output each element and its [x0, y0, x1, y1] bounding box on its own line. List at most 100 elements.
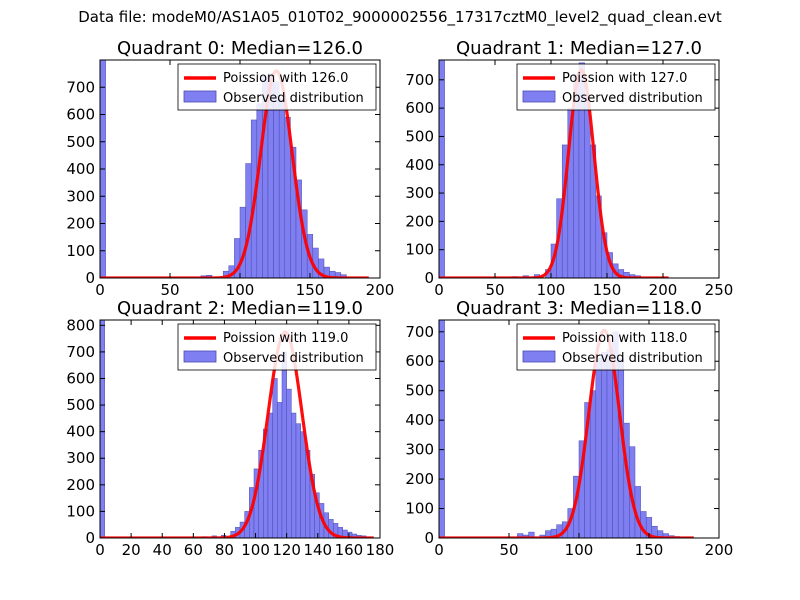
histogram-bar — [295, 423, 301, 538]
histogram-bar — [606, 349, 613, 538]
y-tick-label: 500 — [405, 127, 434, 145]
poisson-curve — [100, 69, 369, 278]
x-tick-label: 180 — [366, 541, 395, 559]
x-tick-label: 200 — [705, 541, 734, 559]
quadrant-1-panel: 0 50 100 150 200 250 0 100 200 300 400 500 600 700 Qua… — [405, 38, 733, 299]
quadrant-2-legend: Poission with 119.0 Observed distribution — [177, 323, 377, 371]
histogram-bar — [256, 103, 263, 278]
histogram-bar — [267, 412, 273, 538]
legend-bar-label: Observed distribution — [223, 351, 364, 366]
histogram-bar — [300, 431, 306, 538]
quadrant-1-legend: Poission with 127.0 Observed distribution — [516, 63, 716, 111]
y-tick-label: 700 — [66, 78, 95, 96]
legend-bar-label: Observed distribution — [223, 91, 364, 106]
histogram-bar — [439, 60, 445, 278]
y-tick-label: 0 — [85, 269, 95, 287]
y-tick-label: 500 — [66, 396, 95, 414]
quadrant-1-title: Quadrant 1: Median=127.0 — [456, 38, 702, 59]
quadrant-2-axes-frame — [99, 319, 381, 539]
y-tick-label: 200 — [405, 212, 434, 230]
y-tick-label: 700 — [66, 343, 95, 361]
histogram-bar — [277, 402, 283, 538]
y-tick-label: 700 — [405, 323, 434, 341]
legend-bar-label: Observed distribution — [562, 351, 703, 366]
quadrant-2-panel: 0 20 40 60 80 100 120 140 160 1800100200300400500… — [66, 298, 394, 559]
y-tick-label: 500 — [405, 382, 434, 400]
x-tick-label: 50 — [499, 541, 518, 559]
y-tick-label: 400 — [66, 160, 95, 178]
quadrant-2-title: Quadrant 2: Median=119.0 — [117, 298, 363, 319]
y-tick-label: 200 — [405, 470, 434, 488]
y-tick-label: 600 — [66, 369, 95, 387]
y-tick-label: 0 — [85, 529, 95, 547]
legend-box — [516, 323, 716, 371]
x-tick-label: 40 — [153, 541, 172, 559]
histogram-bar — [286, 388, 292, 538]
quadrant-0-title: Quadrant 0: Median=126.0 — [117, 38, 363, 59]
y-tick-label: 200 — [66, 215, 95, 233]
poisson-curve — [439, 328, 694, 538]
histogram-bar — [273, 81, 280, 278]
y-tick-label: 100 — [405, 500, 434, 518]
quadrant-0-legend: Poission with 126.0 Observed distribution — [177, 63, 377, 111]
x-tick-label: 0 — [95, 541, 105, 559]
histogram-bar — [291, 412, 297, 538]
y-tick-label: 200 — [66, 476, 95, 494]
legend-curve-label: Poission with 127.0 — [562, 71, 687, 86]
x-tick-label: 0 — [434, 281, 444, 299]
quadrant-3-panel: 0 50 100 150 200 0 100 200 300 400 500 600 700 Quadra… — [405, 298, 733, 559]
x-tick-label: 150 — [593, 281, 622, 299]
y-tick-label: 400 — [405, 156, 434, 174]
y-tick-label: 300 — [66, 449, 95, 467]
quadrant-3-title: Quadrant 3: Median=118.0 — [456, 298, 702, 319]
x-tick-label: 50 — [160, 281, 179, 299]
histogram-bar — [595, 358, 602, 538]
y-tick-label: 100 — [66, 242, 95, 260]
y-tick-label: 800 — [66, 316, 95, 334]
figure-suptitle: Data file: modeM0/AS1A05_010T02_90000025… — [78, 8, 722, 26]
x-tick-label: 100 — [537, 281, 566, 299]
x-tick-label: 160 — [335, 541, 364, 559]
x-tick-label: 60 — [184, 541, 203, 559]
quadrant-1-axes-frame — [438, 59, 720, 279]
y-tick-label: 600 — [405, 352, 434, 370]
x-tick-label: 200 — [366, 281, 395, 299]
y-tick-label: 300 — [66, 187, 95, 205]
y-tick-label: 0 — [424, 269, 434, 287]
poisson-curve — [100, 330, 374, 538]
x-tick-label: 150 — [635, 541, 664, 559]
x-tick-label: 250 — [705, 281, 734, 299]
legend-bar-swatch — [522, 350, 556, 363]
y-tick-label: 400 — [405, 411, 434, 429]
y-tick-label: 400 — [66, 423, 95, 441]
x-tick-label: 100 — [241, 541, 270, 559]
x-tick-label: 80 — [215, 541, 234, 559]
histogram-bar — [601, 352, 608, 538]
quadrant-0-panel: 0 50 100 150 200 0 100 200 300 400 500 600 700 Quadra… — [66, 38, 394, 299]
x-tick-label: 140 — [303, 541, 332, 559]
legend-bar-swatch — [183, 90, 217, 103]
x-tick-label: 120 — [272, 541, 301, 559]
x-tick-label: 150 — [296, 281, 325, 299]
histogram-bar — [439, 320, 445, 538]
legend-curve-label: Poission with 126.0 — [223, 71, 348, 86]
histogram-bar — [239, 206, 246, 278]
histogram-bar — [281, 351, 287, 538]
y-tick-label: 700 — [405, 71, 434, 89]
x-tick-label: 0 — [434, 541, 444, 559]
legend-bar-label: Observed distribution — [562, 91, 703, 106]
y-tick-label: 600 — [405, 99, 434, 117]
quadrant-3-plot-area — [439, 320, 694, 538]
x-tick-label: 0 — [95, 281, 105, 299]
legend-bar-swatch — [522, 90, 556, 103]
histogram-bar — [278, 97, 286, 278]
histogram-bar — [100, 320, 105, 538]
histogram-bar — [589, 390, 597, 538]
legend-bar-swatch — [183, 350, 217, 363]
x-tick-label: 200 — [649, 281, 678, 299]
x-tick-label: 100 — [565, 541, 594, 559]
y-tick-label: 100 — [66, 502, 95, 520]
legend-curve-label: Poission with 118.0 — [562, 331, 687, 346]
y-tick-label: 100 — [405, 241, 434, 259]
